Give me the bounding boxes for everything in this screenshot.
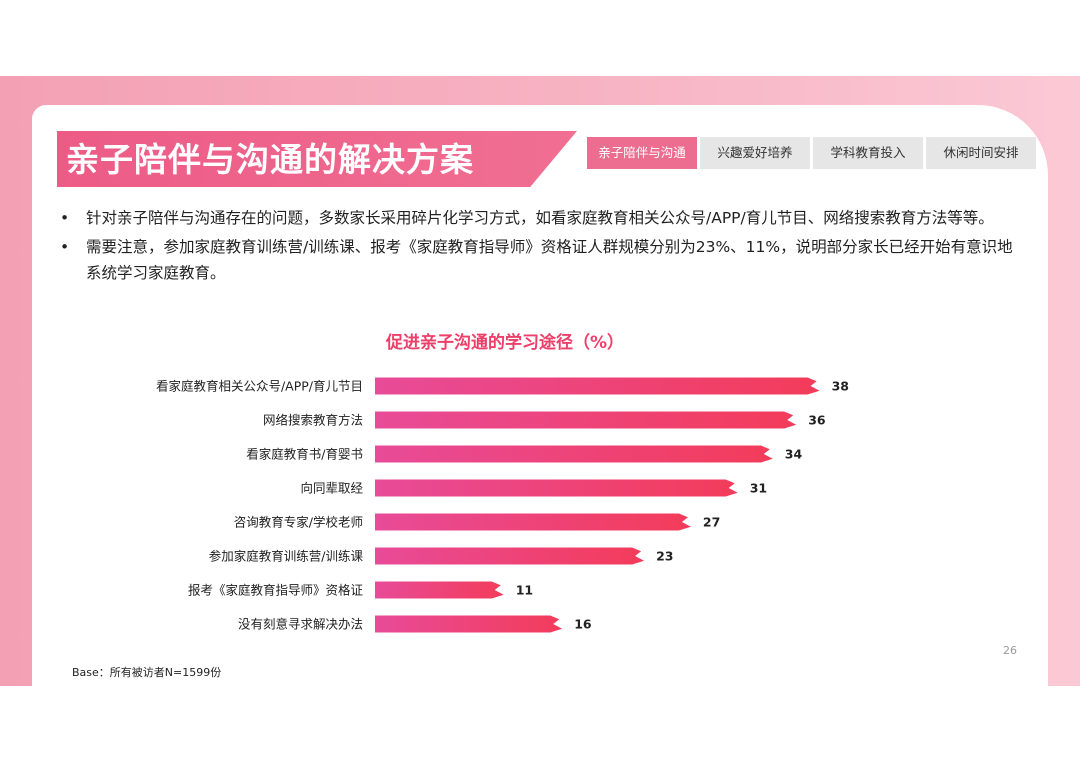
data-label: 11 — [516, 583, 533, 598]
page-title: 亲子陪伴与沟通的解决方案 — [66, 140, 474, 179]
data-label: 36 — [808, 413, 826, 428]
tab-parent-child-communication[interactable]: 亲子陪伴与沟通 — [587, 137, 697, 169]
chart-title: 促进亲子沟通的学习途径（%） — [385, 333, 625, 353]
slide-panel — [32, 105, 1048, 686]
tab-hobby-cultivation[interactable]: 兴趣爱好培养 — [700, 137, 810, 169]
bullet-list: • 针对亲子陪伴与沟通存在的问题，多数家长采用碎片化学习方式，如看家庭教育相关公… — [60, 205, 1020, 289]
category-label: 看家庭教育书/育婴书 — [246, 447, 363, 462]
category-label: 看家庭教育相关公众号/APP/育儿节目 — [156, 379, 363, 394]
tab-subject-education[interactable]: 学科教育投入 — [813, 137, 923, 169]
bar — [375, 377, 820, 395]
bar — [375, 445, 773, 463]
bullet-text: 针对亲子陪伴与沟通存在的问题，多数家长采用碎片化学习方式，如看家庭教育相关公众号… — [86, 209, 994, 227]
bullet-item: • 针对亲子陪伴与沟通存在的问题，多数家长采用碎片化学习方式，如看家庭教育相关公… — [60, 205, 1020, 231]
bar — [375, 581, 504, 599]
category-label: 向同辈取经 — [300, 481, 363, 496]
data-label: 16 — [574, 617, 592, 632]
category-label: 网络搜索教育方法 — [263, 413, 363, 428]
page-number: 26 — [1003, 644, 1017, 657]
category-label: 咨询教育专家/学校老师 — [234, 515, 363, 530]
bar — [375, 513, 691, 531]
data-label: 38 — [832, 379, 849, 394]
bar — [375, 547, 645, 565]
title-banner — [57, 131, 577, 187]
data-label: 34 — [785, 447, 803, 462]
data-label: 27 — [703, 515, 720, 530]
bar-chart: 看家庭教育相关公众号/APP/育儿节目 38 网络搜索教育方法 36 看家庭教育书/育婴… — [156, 377, 849, 633]
bar — [375, 615, 563, 633]
data-label: 23 — [656, 549, 673, 564]
category-label: 报考《家庭教育指导师》资格证 — [188, 583, 364, 598]
bar — [375, 411, 797, 429]
bullet-dot-icon: • — [60, 209, 70, 227]
tab-leisure-time[interactable]: 休闲时间安排 — [926, 137, 1036, 169]
bullet-item: • 需要注意，参加家庭教育训练营/训练课、报考《家庭教育指导师》资格证人群规模分… — [60, 234, 1020, 286]
base-note: Base：所有被访者N=1599份 — [72, 666, 222, 679]
category-label: 没有刻意寻求解决办法 — [238, 617, 363, 632]
bullet-dot-icon: • — [60, 238, 70, 256]
category-label: 参加家庭教育训练营/训练课 — [209, 549, 364, 564]
tab-bar: 亲子陪伴与沟通 兴趣爱好培养 学科教育投入 休闲时间安排 — [587, 137, 1036, 169]
data-label: 31 — [750, 481, 767, 496]
bar — [375, 479, 738, 497]
bullet-text: 需要注意，参加家庭教育训练营/训练课、报考《家庭教育指导师》资格证人群规模分别为… — [86, 238, 1013, 282]
